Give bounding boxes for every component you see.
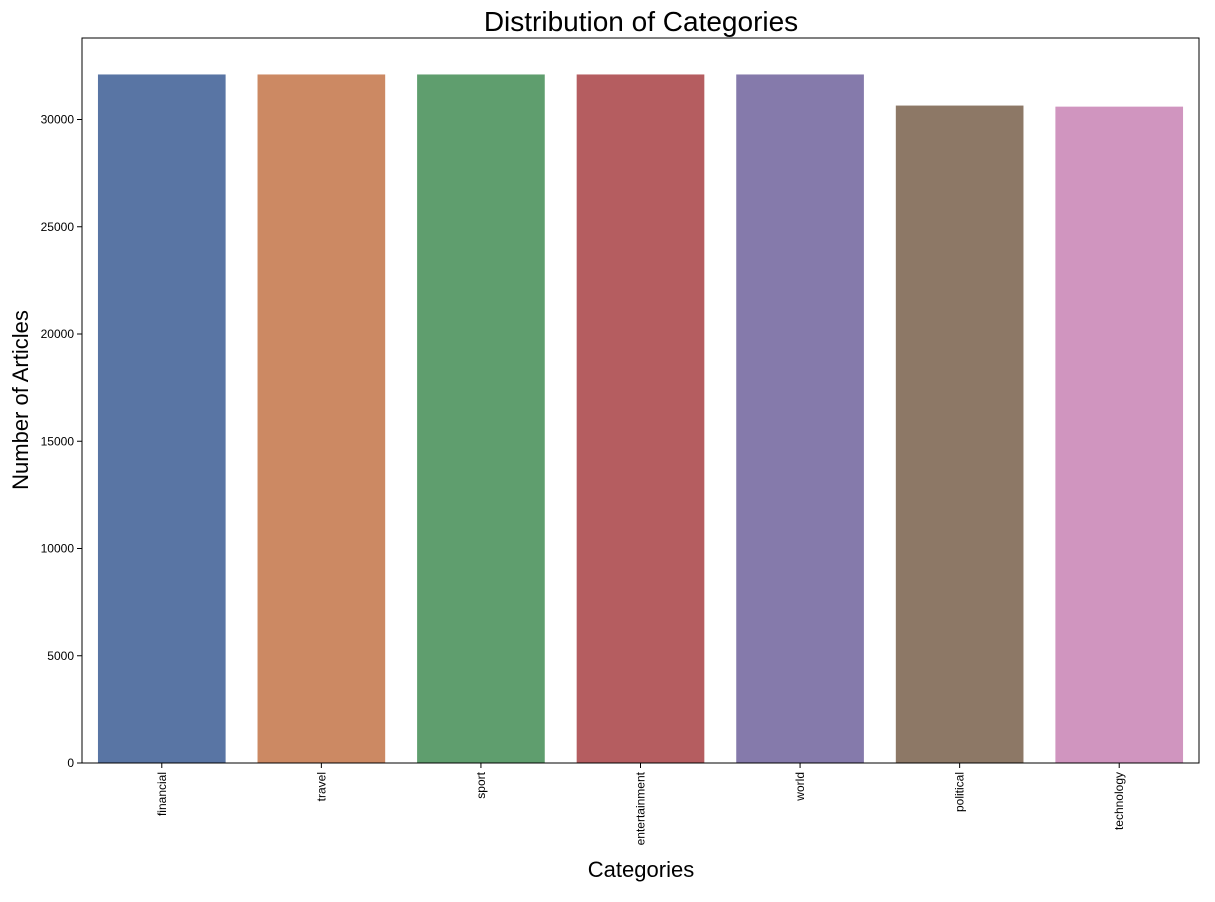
x-tick-label: political (953, 772, 967, 812)
x-tick-label: world (793, 772, 807, 802)
x-tick-label: technology (1112, 772, 1126, 830)
y-axis-title: Number of Articles (8, 310, 33, 490)
bar-travel (257, 74, 386, 764)
y-axis: 0 5000 10000 15000 20000 25000 30000 (41, 113, 82, 770)
y-tick-label: 5000 (47, 649, 74, 663)
bar-financial (97, 74, 226, 764)
y-tick-label: 30000 (41, 113, 75, 127)
y-tick-label: 0 (67, 756, 74, 770)
bar-world (736, 74, 864, 764)
x-axis: financial travel sport entertainment world po… (155, 763, 1126, 845)
bar-technology (1055, 106, 1184, 764)
plot-area (97, 74, 1184, 764)
bar-political (895, 105, 1024, 763)
y-tick-label: 25000 (41, 220, 75, 234)
y-tick-label: 15000 (41, 434, 75, 448)
x-tick-label: financial (155, 772, 169, 816)
chart-title: Distribution of Categories (484, 6, 798, 37)
x-tick-label: sport (474, 771, 488, 798)
bar-entertainment (576, 74, 705, 764)
y-tick-label: 10000 (41, 542, 75, 556)
x-axis-title: Categories (588, 857, 694, 882)
x-tick-label: travel (314, 772, 328, 801)
y-tick-label: 20000 (41, 327, 75, 341)
x-tick-label: entertainment (634, 771, 648, 845)
bar-sport (417, 74, 545, 764)
